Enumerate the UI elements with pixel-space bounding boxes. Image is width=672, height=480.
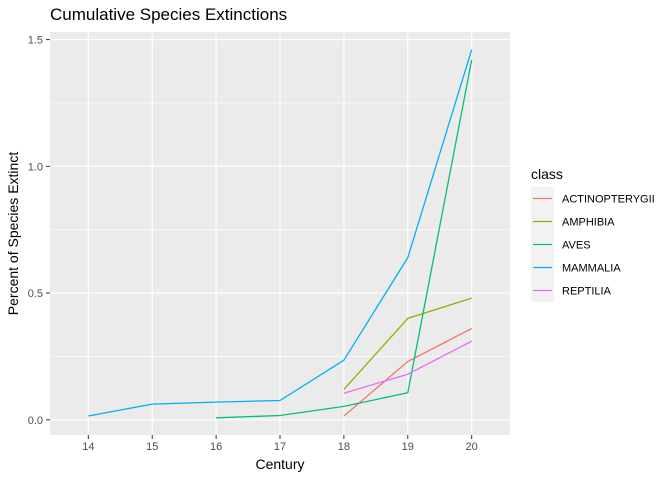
series-line-actinopterygii — [343, 327, 472, 417]
y-tick-label: 0.0 — [28, 415, 43, 427]
legend-label: ACTINOPTERYGII — [562, 194, 655, 206]
y-axis-title: Percent of Species Extinct — [5, 152, 21, 316]
x-axis: 14 15 16 17 18 19 20 — [82, 435, 478, 453]
x-tick-label: 18 — [338, 441, 350, 453]
legend-title: class — [531, 166, 563, 182]
series-lines — [88, 49, 473, 419]
y-tick-label: 1.5 — [28, 35, 43, 47]
y-axis: 0.0 0.5 1.0 1.5 — [28, 35, 50, 427]
legend-label: MAMMALIA — [562, 263, 621, 275]
x-axis-title: Century — [255, 456, 304, 472]
x-tick-label: 19 — [402, 441, 414, 453]
series-line-mammalia — [88, 49, 473, 417]
series-line-amphibia — [343, 297, 472, 390]
grid-major — [50, 32, 510, 435]
x-tick-label: 16 — [210, 441, 222, 453]
x-tick-label: 20 — [466, 441, 478, 453]
series-line-reptilia — [343, 340, 472, 394]
x-tick-label: 15 — [146, 441, 158, 453]
y-tick-label: 1.0 — [28, 161, 43, 173]
legend-label: AMPHIBIA — [562, 217, 615, 229]
x-tick-label: 17 — [274, 441, 286, 453]
chart-title: Cumulative Species Extinctions — [50, 5, 287, 24]
legend-label: AVES — [562, 240, 591, 252]
legend-label: REPTILIA — [562, 286, 612, 298]
y-tick-label: 0.5 — [28, 288, 43, 300]
x-tick-label: 14 — [82, 441, 94, 453]
legend: class ACTINOPTERYGII AMPHIBIA AVES MAMMALIA… — [531, 166, 655, 302]
series-line-aves — [216, 59, 473, 419]
